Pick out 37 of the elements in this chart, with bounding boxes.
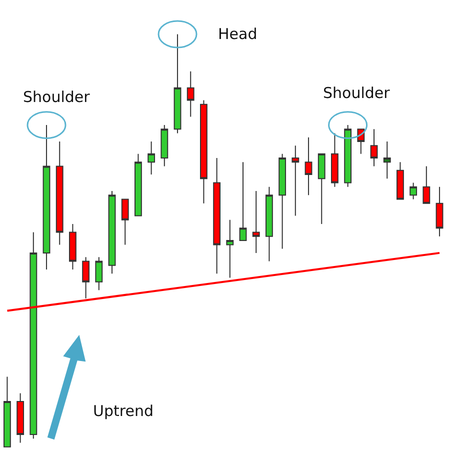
candlestick	[121, 198, 129, 246]
candlestick	[370, 128, 378, 167]
candlestick	[82, 256, 90, 299]
candlestick	[4, 376, 11, 448]
candlestick	[344, 124, 352, 188]
candlestick	[410, 182, 418, 200]
candlestick	[213, 158, 221, 274]
candlestick	[239, 162, 247, 242]
candlestick	[436, 186, 444, 237]
candlestick	[95, 256, 103, 291]
candlestick	[16, 392, 24, 444]
candlestick	[30, 232, 38, 440]
candlestick	[383, 141, 391, 180]
candlestick	[186, 70, 194, 118]
candlestick	[278, 153, 286, 250]
candlestick	[331, 132, 338, 188]
annotation: Shoulder	[23, 88, 91, 106]
candlestick	[226, 219, 234, 278]
candlestick	[304, 136, 312, 196]
candlestick	[396, 162, 404, 200]
candlestick	[56, 141, 64, 246]
annotation: Uptrend	[93, 402, 154, 420]
candlestick	[160, 124, 168, 167]
candlestick	[134, 153, 142, 216]
annotation: Head	[218, 25, 258, 43]
candlestick	[108, 190, 116, 274]
candlestick	[266, 186, 273, 262]
candlestick	[148, 141, 156, 176]
candlestick	[318, 153, 326, 225]
annotation: Shoulder	[323, 84, 391, 102]
candlestick	[252, 190, 260, 254]
candlestick	[174, 34, 182, 134]
candlestick	[200, 100, 208, 204]
candlestick	[69, 224, 76, 270]
candlestick	[42, 124, 50, 270]
candlestick	[292, 145, 300, 216]
candlestick	[422, 166, 430, 204]
